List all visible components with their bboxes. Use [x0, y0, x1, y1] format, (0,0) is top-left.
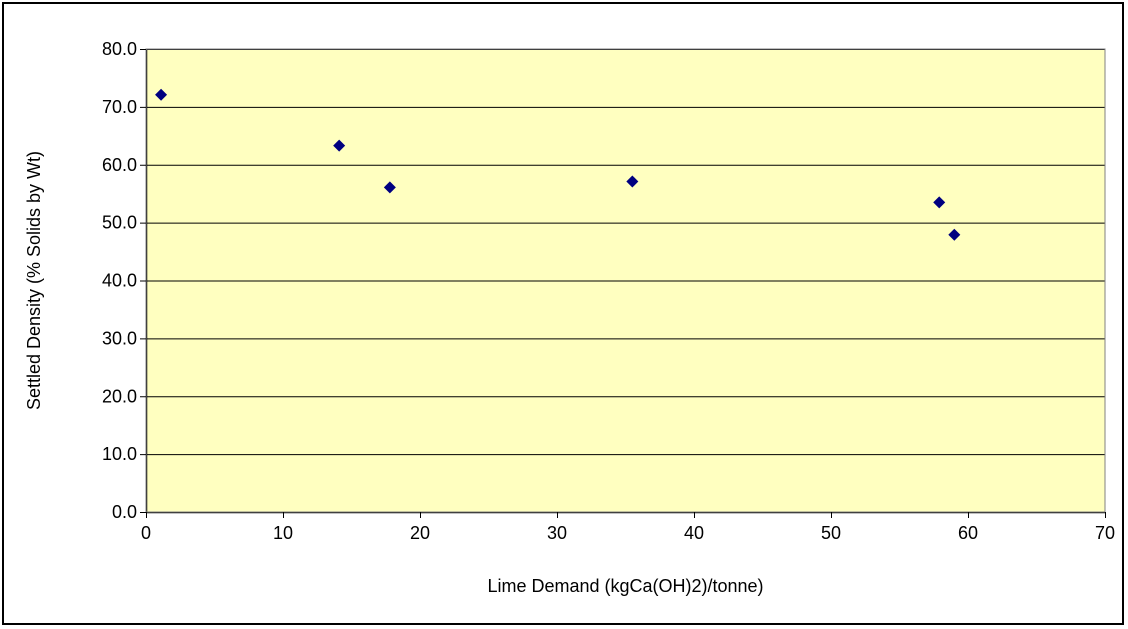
y-tick-label-6: 60.0 [102, 155, 137, 175]
data-point-3 [626, 175, 639, 188]
y-tick-label-8: 80.0 [102, 39, 137, 59]
x-tick-label-3: 30 [547, 523, 567, 543]
x-tick-label-0: 0 [141, 523, 151, 543]
data-point-4 [933, 196, 946, 209]
y-tick-labels: 0.0 10.0 20.0 30.0 40.0 50.0 60.0 70.0 80.0 [102, 39, 137, 522]
y-tick-label-5: 50.0 [102, 213, 137, 233]
y-tick-label-1: 10.0 [102, 444, 137, 464]
y-axis-title: Settled Density (% Solids by Wt) [24, 151, 44, 410]
axes [140, 48, 1106, 518]
x-tick-label-2: 20 [410, 523, 430, 543]
gridlines [146, 49, 1105, 513]
x-axis-title: Lime Demand (kgCa(OH)2)/tonne) [487, 576, 763, 596]
x-tick-label-7: 70 [1095, 523, 1115, 543]
data-point-5 [948, 228, 961, 241]
x-tick-label-5: 50 [821, 523, 841, 543]
x-tick-labels: 0 10 20 30 40 50 60 70 [141, 523, 1115, 543]
data-points [155, 88, 961, 241]
y-tick-label-4: 40.0 [102, 271, 137, 291]
x-tick-label-6: 60 [958, 523, 978, 543]
y-tick-label-7: 70.0 [102, 97, 137, 117]
data-point-0 [155, 88, 168, 101]
data-point-2 [383, 181, 396, 194]
x-tick-label-4: 40 [684, 523, 704, 543]
x-tick-label-1: 10 [273, 523, 293, 543]
data-point-1 [333, 139, 346, 152]
y-tick-label-2: 20.0 [102, 386, 137, 406]
y-tick-label-0: 0.0 [112, 502, 137, 522]
y-tick-label-3: 30.0 [102, 328, 137, 348]
